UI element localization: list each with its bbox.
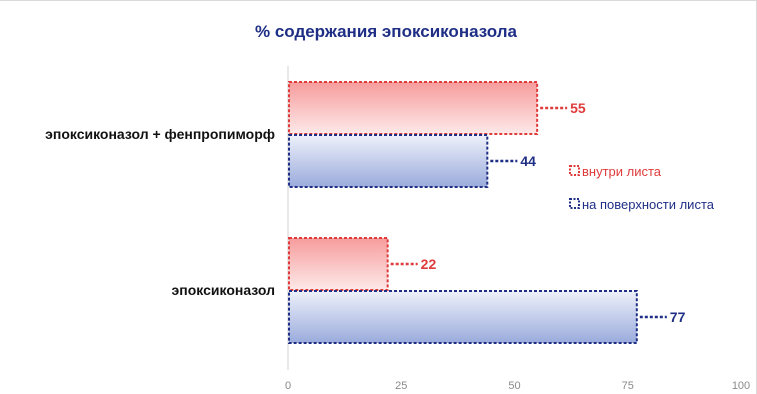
bars-layer: эпоксиконазол + фенпропиморф 55 44 эпоксико… <box>45 81 686 344</box>
legend-label: внутри листа <box>582 164 662 179</box>
category-label: эпоксиконазол + фенпропиморф <box>45 126 275 142</box>
bar <box>288 134 489 188</box>
data-label: 77 <box>670 309 686 325</box>
legend: внутри листа на поверхности листа <box>569 164 715 212</box>
legend-marker <box>569 198 580 209</box>
x-tick-label: 100 <box>732 380 750 392</box>
x-axis-ticks: 0 25 50 75 100 <box>285 380 750 392</box>
data-label: 22 <box>421 256 437 272</box>
bar <box>288 81 539 135</box>
x-tick-label: 25 <box>395 380 407 392</box>
legend-label: на поверхности листа <box>582 197 715 212</box>
category-label: эпоксиконазол <box>172 282 275 298</box>
bar <box>288 290 638 344</box>
chart-title: % содержания эпоксиконазола <box>255 22 518 41</box>
data-label: 55 <box>570 100 586 116</box>
legend-marker <box>569 165 580 176</box>
bar <box>288 237 389 291</box>
data-label: 44 <box>520 153 536 169</box>
x-tick-label: 0 <box>285 380 291 392</box>
x-tick-label: 75 <box>622 380 634 392</box>
x-tick-label: 50 <box>508 380 520 392</box>
